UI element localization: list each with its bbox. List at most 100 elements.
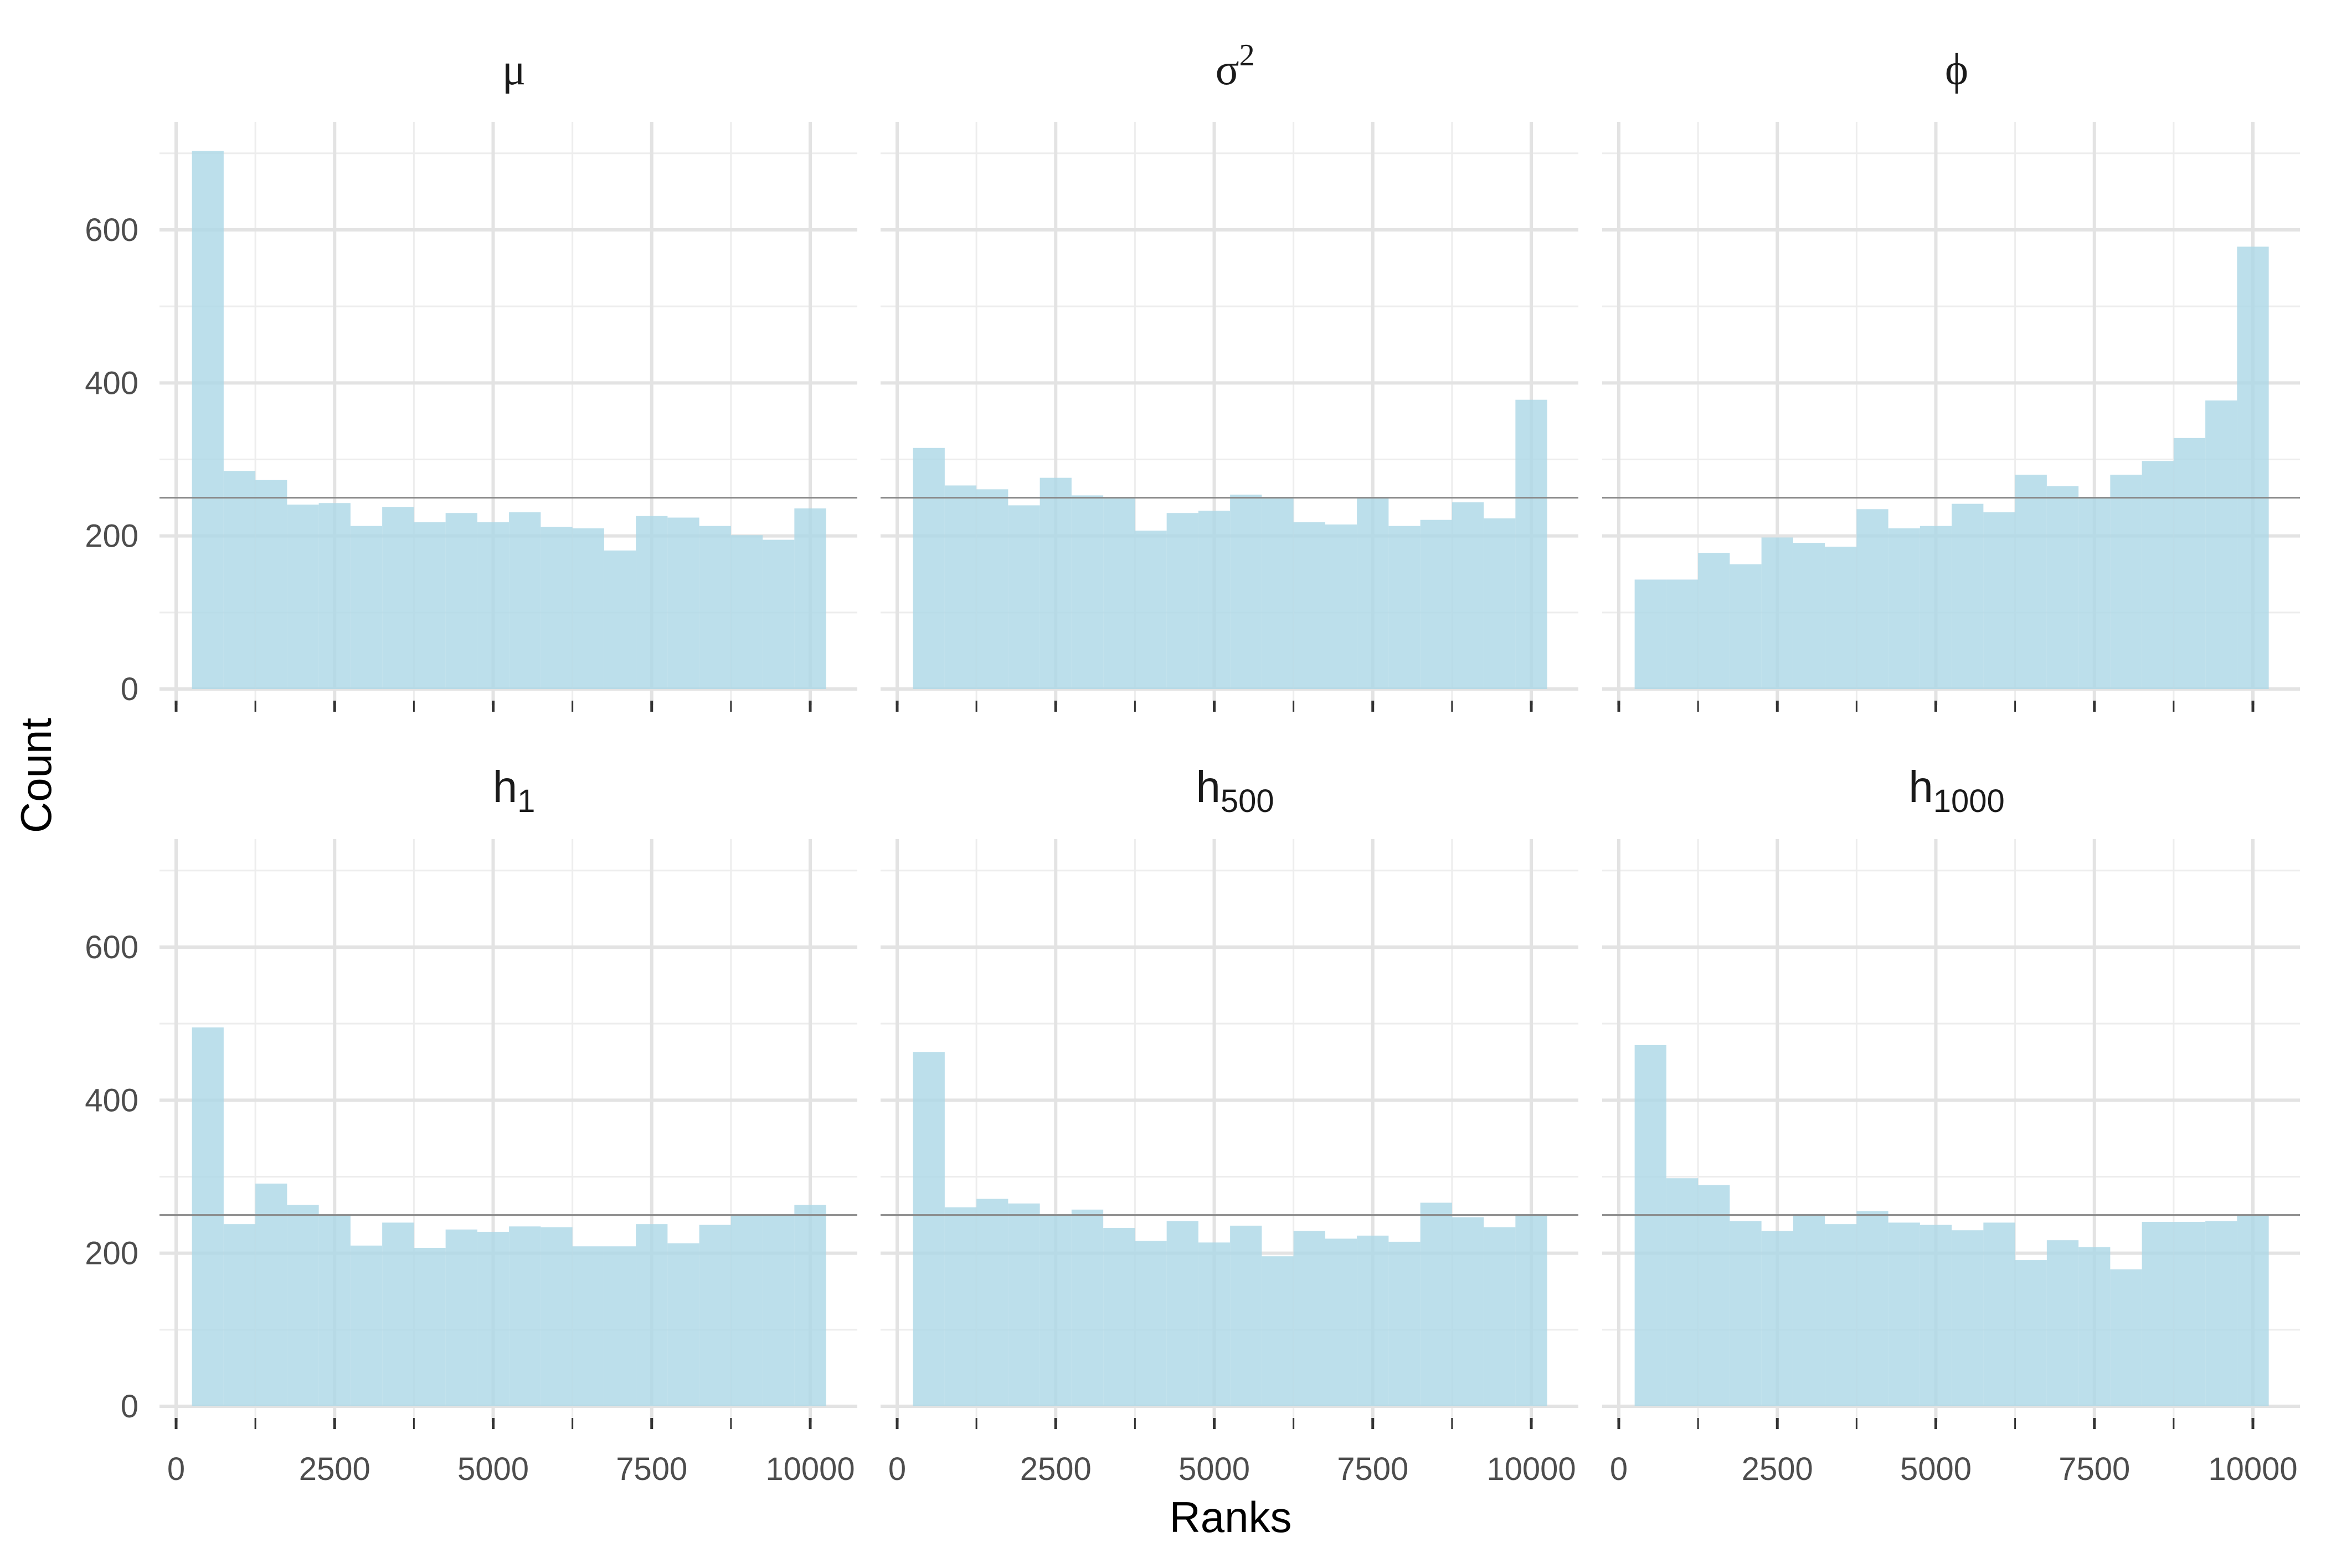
histogram-bar [1040,477,1072,689]
y-tick-label: 600 [85,929,138,965]
histogram-bar [255,480,287,689]
histogram-bar [1103,1228,1135,1406]
histogram-bar [944,485,977,689]
x-tick-label: 2500 [1742,1451,1813,1487]
histogram-bar [1293,522,1325,689]
histogram-bar [382,507,414,689]
histogram-bar [1262,497,1294,689]
histogram-bar [2078,497,2111,689]
histogram-bar [2015,1260,2047,1406]
histogram-bar [1825,547,1857,689]
histogram-bar [1761,1231,1793,1406]
histogram-bar [287,505,319,689]
facet-panel-phi: ϕ [1602,45,2300,712]
histogram-bar [2142,1222,2174,1406]
histogram-bar [2015,475,2047,689]
x-tick-label: 5000 [1179,1451,1250,1487]
histogram-bar [2237,1215,2269,1406]
x-tick-label: 2500 [1020,1451,1092,1487]
histogram-bar [2110,475,2142,689]
histogram-bar [763,539,795,689]
facet-strip-label: ϕ [1945,45,1968,94]
histogram-bar [223,1224,256,1406]
y-tick-label: 600 [85,212,138,248]
histogram-bar [1420,1202,1452,1406]
histogram-bar [1103,498,1135,689]
histogram-bar [794,508,826,689]
facet-panel-h1: 0 200 400 600 0 2500 5000 7500 10000 h1 [85,762,857,1487]
histogram-bar [1698,553,1730,689]
histogram-bar [1293,1231,1325,1406]
histogram-bar [794,1205,826,1406]
histogram-bar [1634,1045,1666,1406]
histogram-bar [1008,505,1040,689]
x-tick-label: 7500 [616,1451,687,1487]
facet-strip-label: μ [502,45,526,94]
histogram-bar [976,489,1008,689]
histogram-bar [414,522,446,689]
histogram-bar [445,513,477,689]
histogram-bar [1484,1227,1516,1406]
histogram-bar [223,471,256,689]
x-tick-label: 10000 [765,1451,855,1487]
histogram-bar [730,1215,763,1406]
x-tick-label: 7500 [1337,1451,1408,1487]
histogram-bar [350,1245,383,1406]
histogram-bar [604,550,636,689]
histogram-bar [1666,1178,1699,1406]
histogram-bar [192,1027,224,1406]
histogram-bar [667,1243,699,1406]
histogram-bar [1730,1221,1762,1406]
histogram-bar [1357,1235,1389,1406]
histogram-bar [350,526,383,689]
histogram-bar [1515,399,1547,689]
y-tick-label: 400 [85,365,138,401]
histogram-bar [1071,1209,1104,1406]
x-tick-label: 0 [1610,1451,1628,1487]
x-tick-label: 2500 [299,1451,370,1487]
histogram-bar [318,1215,351,1406]
facet-panel-sigma2: σ2 [881,38,1578,712]
x-tick-label: 7500 [2059,1451,2130,1487]
histogram-bar [976,1199,1008,1406]
x-tick-label: 10000 [2208,1451,2297,1487]
histogram-bar [1325,524,1357,689]
histogram-bar [1793,543,1825,689]
facet-strip-label: h1 [493,762,536,819]
histogram-bar [1484,518,1516,689]
histogram-bar [1920,1225,1952,1406]
histogram-bar [477,1231,510,1406]
facet-panel-h500: 0 2500 5000 7500 10000 h500 [881,762,1578,1487]
histogram-bar [1008,1203,1040,1406]
x-axis-title: Ranks [1169,1493,1291,1541]
y-tick-label: 200 [85,518,138,554]
histogram-bar [541,527,573,689]
x-tick-label: 10000 [1486,1451,1576,1487]
histogram-bar [1388,526,1421,689]
histogram-bar [1888,1222,1920,1406]
histogram-bar [414,1247,446,1406]
histogram-bar [1198,1242,1231,1406]
x-tick-label: 0 [888,1451,906,1487]
histogram-bar [2205,1221,2237,1406]
histogram-bar [318,503,351,689]
histogram-bar [699,1225,731,1406]
histogram-bar [1634,579,1666,689]
histogram-bar [1952,1230,1984,1406]
facet-strip-label: h500 [1196,762,1274,819]
histogram-bar [730,535,763,689]
facet-panel-h1000: 0 2500 5000 7500 10000 h1000 [1602,762,2300,1487]
histogram-bar [1761,537,1793,689]
histogram-bar [699,526,731,689]
histogram-bar [1071,495,1104,689]
histogram-bar [1357,497,1389,689]
histogram-bar [1856,509,1888,689]
histogram-bar [2078,1247,2111,1406]
y-tick-label: 0 [121,671,138,707]
histogram-bar [255,1183,287,1406]
histogram-bar [1666,579,1699,689]
histogram-bar [192,151,224,689]
histogram-bar [2205,400,2237,689]
facet-strip-label: σ2 [1215,38,1254,94]
